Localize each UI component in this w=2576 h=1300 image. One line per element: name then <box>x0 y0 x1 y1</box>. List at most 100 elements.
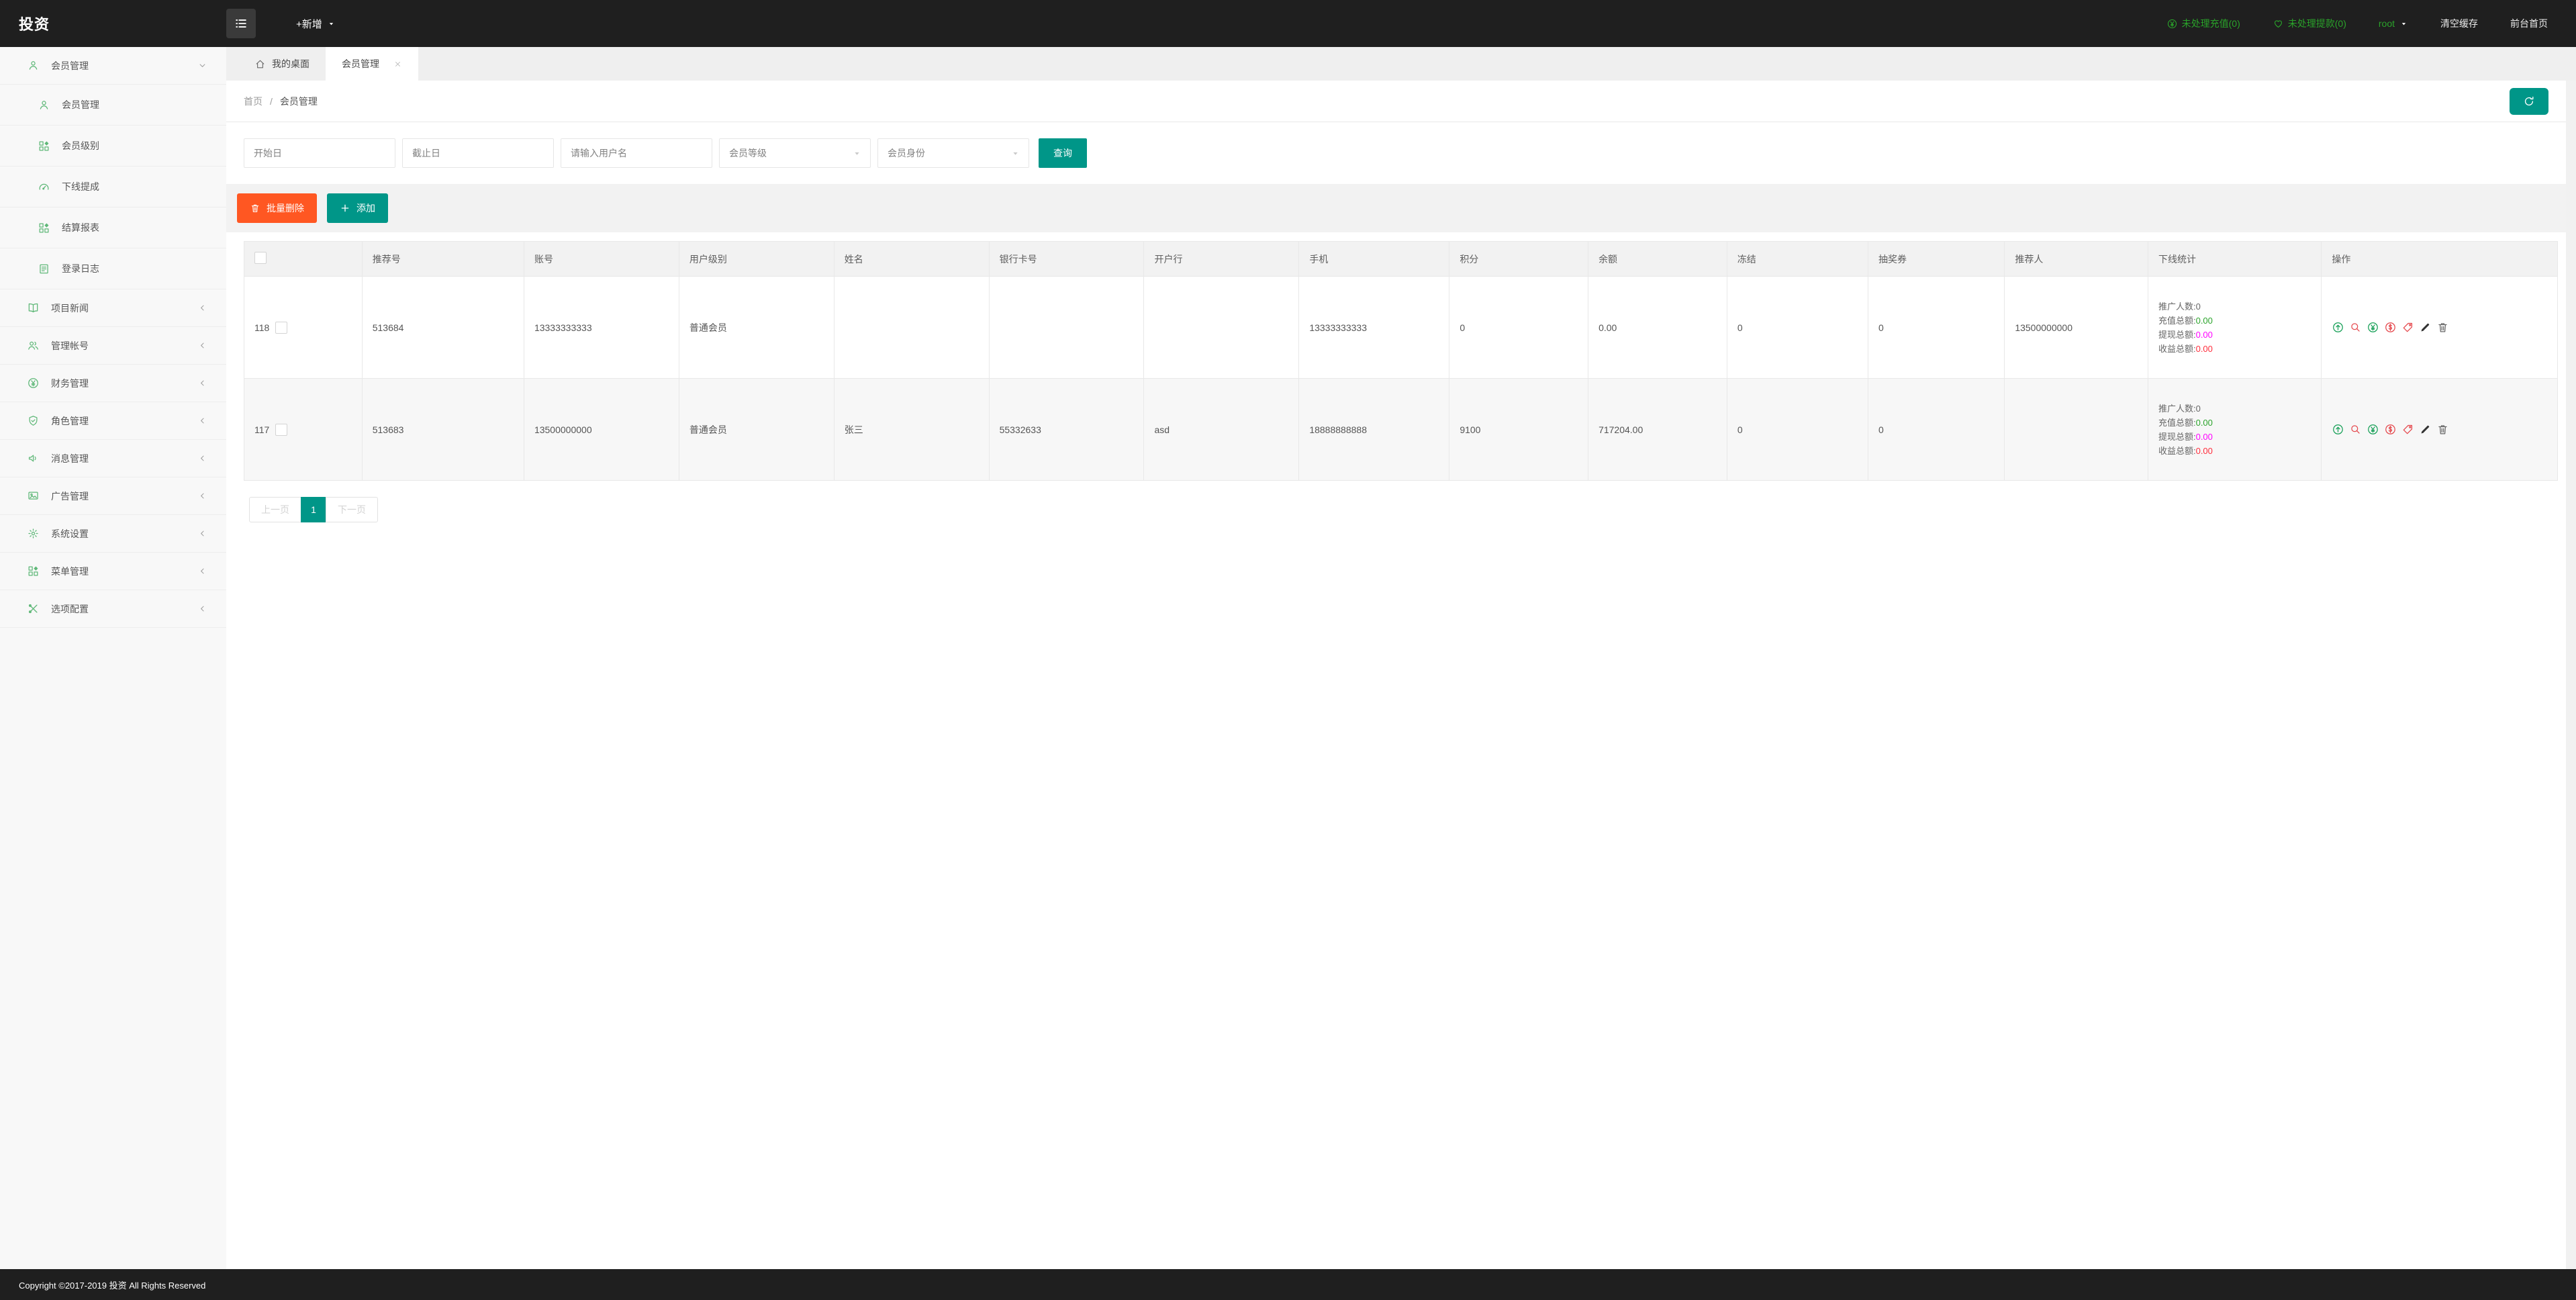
sidebar-subitem[interactable]: 会员级别 <box>0 126 226 167</box>
tab-member-management[interactable]: 会员管理 <box>326 47 418 81</box>
batch-delete-button[interactable]: 批量删除 <box>237 193 317 223</box>
cell-phone: 18888888888 <box>1298 378 1450 481</box>
user-icon <box>27 59 40 72</box>
sidebar-submenu: 会员管理 会员级别下线提成结算报表登录日志 <box>0 85 226 289</box>
view-button[interactable] <box>2349 423 2362 436</box>
sidebar-item[interactable]: 广告管理 <box>0 477 226 515</box>
sidebar-item-label: 系统设置 <box>51 528 89 539</box>
new-item-dropdown[interactable]: +新增 <box>296 17 336 31</box>
cell-name: 张三 <box>833 378 990 481</box>
pending-recharge-link[interactable]: 未处理充值(0) <box>2166 17 2240 30</box>
sidebar-subitem[interactable]: 会员管理 <box>0 85 226 126</box>
username-input[interactable] <box>561 138 712 168</box>
new-item-label: +新增 <box>296 18 322 30</box>
plus-icon <box>340 203 350 214</box>
sidebar-item-label: 角色管理 <box>51 415 89 426</box>
sidebar-item[interactable]: 系统设置 <box>0 515 226 553</box>
deduct-button[interactable] <box>2384 423 2397 436</box>
tab-my-desktop[interactable]: 我的桌面 <box>238 47 326 81</box>
chevron-left-icon <box>197 416 207 426</box>
column-header: 开户行 <box>1143 241 1300 277</box>
member-level-select[interactable]: 会员等级 <box>719 138 871 168</box>
delete-button[interactable] <box>2436 423 2449 436</box>
pending-withdraw-link[interactable]: 未处理提款(0) <box>2273 17 2346 30</box>
cell-balance: 717204.00 <box>1588 378 1727 481</box>
promote-button[interactable] <box>2332 321 2344 334</box>
close-icon[interactable] <box>393 60 402 68</box>
cell-frozen: 0 <box>1726 378 1869 481</box>
tag-button[interactable] <box>2401 321 2414 334</box>
tag-button[interactable] <box>2401 423 2414 436</box>
start-date-input[interactable] <box>244 138 395 168</box>
search-button[interactable]: 查询 <box>1039 138 1087 168</box>
sidebar-item[interactable]: 管理帐号 <box>0 327 226 365</box>
cell-balance: 0.00 <box>1588 276 1727 379</box>
user-dropdown[interactable]: root <box>2379 18 2408 29</box>
delete-button[interactable] <box>2436 321 2449 334</box>
sidebar-item[interactable]: 选项配置 <box>0 590 226 628</box>
column-header: 推荐人 <box>2004 241 2148 277</box>
cell-referrer: 13500000000 <box>2004 276 2148 379</box>
select-all-checkbox[interactable] <box>254 252 267 264</box>
row-checkbox[interactable] <box>275 423 288 436</box>
sidebar-item[interactable]: 消息管理 <box>0 440 226 477</box>
edit-button[interactable] <box>2419 423 2432 436</box>
trash-icon <box>250 203 260 214</box>
sidebar-item[interactable]: 角色管理 <box>0 402 226 440</box>
home-icon <box>254 58 266 70</box>
chevron-left-icon <box>197 566 207 576</box>
row-checkbox[interactable] <box>275 321 288 334</box>
recharge-button[interactable] <box>2367 321 2379 334</box>
caret-down-icon <box>1010 148 1020 158</box>
promote-button[interactable] <box>2332 423 2344 436</box>
view-button[interactable] <box>2349 321 2362 334</box>
member-identity-select[interactable]: 会员身份 <box>877 138 1029 168</box>
sidebar-subitem[interactable]: 下线提成 <box>0 167 226 207</box>
stat-value: 0.00 <box>2195 315 2213 326</box>
current-page-button[interactable]: 1 <box>301 497 326 522</box>
user-icon <box>38 99 50 111</box>
edit-button[interactable] <box>2419 321 2432 334</box>
pagination: 上一页 1 下一页 <box>249 497 2558 522</box>
sidebar-subitem[interactable]: 结算报表 <box>0 207 226 248</box>
caret-down-icon <box>327 19 336 28</box>
chevron-left-icon <box>197 491 207 501</box>
refresh-button[interactable] <box>2510 87 2548 115</box>
cell-downline-stats: 推广人数:0 充值总额:0.00 提现总额:0.00 收益总额:0.00 <box>2147 276 2322 379</box>
cell-account: 13500000000 <box>523 378 679 481</box>
cell-referral-no: 513684 <box>361 276 524 379</box>
end-date-input[interactable] <box>402 138 554 168</box>
cell-actions <box>2321 378 2558 481</box>
sidebar-subitem[interactable]: 登录日志 <box>0 248 226 289</box>
deduct-button[interactable] <box>2384 321 2397 334</box>
gauge-icon <box>38 181 50 193</box>
clear-cache-link[interactable]: 清空缓存 <box>2440 18 2478 29</box>
chevron-left-icon <box>197 453 207 463</box>
header-right: 未处理充值(0) 未处理提款(0) root 清空缓存 前台首页 <box>2166 17 2576 30</box>
stat-value: 0.00 <box>2195 445 2213 456</box>
recharge-button[interactable] <box>2367 423 2379 436</box>
stat-value: 0.00 <box>2195 329 2213 340</box>
next-page-button[interactable]: 下一页 <box>326 497 378 522</box>
caret-down-icon <box>2399 19 2408 28</box>
member-level-value: 会员等级 <box>729 148 767 158</box>
chevron-left-icon <box>197 378 207 388</box>
column-header: 手机 <box>1298 241 1450 277</box>
sidebar-nav: 会员管理 会员管理 会员级别 下线提成 结算报表 登录日志 项目新闻 管理帐号 财务管理 角色管理… <box>0 47 226 1269</box>
cell-id: 117 <box>244 378 363 481</box>
sidebar-subitem-label: 登录日志 <box>62 263 99 274</box>
sidebar-item[interactable]: 财务管理 <box>0 365 226 402</box>
sidebar-item[interactable]: 项目新闻 <box>0 289 226 327</box>
column-header: 用户级别 <box>678 241 834 277</box>
sidebar-item-label: 会员管理 <box>51 60 89 71</box>
grid-icon <box>38 222 50 234</box>
column-header: 姓名 <box>833 241 990 277</box>
sidebar-toggle-button[interactable] <box>226 9 256 38</box>
sidebar-item[interactable]: 会员管理 <box>0 47 226 85</box>
sidebar-item[interactable]: 菜单管理 <box>0 553 226 590</box>
prev-page-button[interactable]: 上一页 <box>249 497 301 522</box>
add-button[interactable]: 添加 <box>327 193 388 223</box>
breadcrumb-home-link[interactable]: 首页 <box>244 95 263 107</box>
sidebar-subitem-label: 下线提成 <box>62 181 99 192</box>
front-home-link[interactable]: 前台首页 <box>2510 18 2548 29</box>
